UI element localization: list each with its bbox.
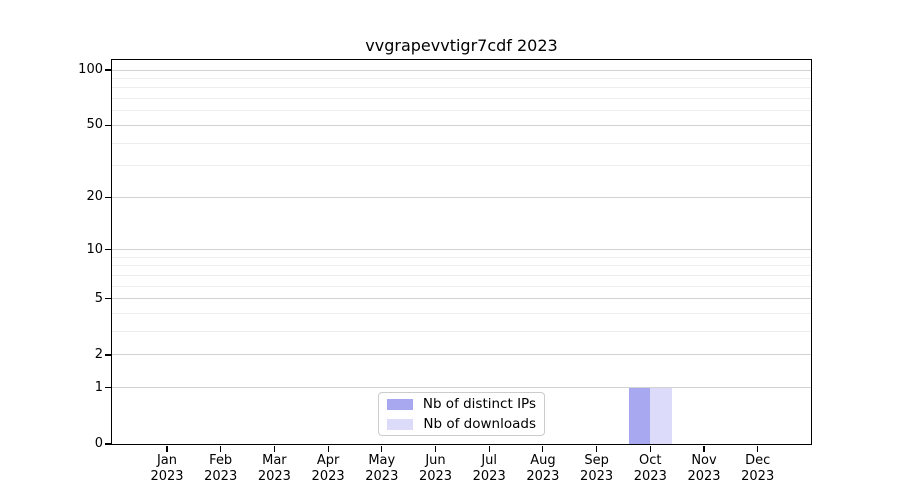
x-tick-year: 2023	[418, 468, 453, 484]
legend-swatch-distinct-ips	[387, 398, 413, 410]
x-tick-month: Mar	[262, 453, 287, 468]
x-tick-year: 2023	[365, 468, 399, 484]
x-tick-year: 2023	[204, 468, 238, 484]
plot-area	[112, 60, 811, 444]
x-tick-label: Aug 2023	[511, 453, 575, 484]
x-tick-mark	[166, 445, 168, 452]
x-tick-year: 2023	[580, 468, 614, 484]
y-gridline-major	[112, 196, 811, 198]
y-gridline-minor	[112, 165, 811, 167]
y-gridline-minor	[112, 313, 811, 315]
legend: Nb of distinct IPs Nb of downloads	[378, 392, 545, 436]
x-tick-label: Dec 2023	[726, 453, 790, 484]
y-gridline-minor	[112, 285, 811, 287]
y-gridline-minor	[112, 274, 811, 276]
y-tick-mark	[105, 387, 112, 389]
x-tick-mark	[649, 445, 651, 452]
x-tick-mark	[596, 445, 598, 452]
y-tick-mark	[105, 443, 112, 445]
x-tick-year: 2023	[526, 468, 560, 484]
y-gridline-major	[112, 354, 811, 356]
x-tick-mark	[327, 445, 329, 452]
y-gridline-minor	[112, 87, 811, 89]
y-gridline-major	[112, 387, 811, 389]
y-gridline-minor	[112, 331, 811, 333]
y-gridline-minor	[112, 265, 811, 267]
x-tick-mark	[542, 445, 544, 452]
x-tick-month: Jun	[425, 453, 446, 468]
x-tick-mark	[434, 445, 437, 452]
x-tick-label: Jun 2023	[404, 453, 468, 484]
x-tick-month: Oct	[639, 453, 662, 468]
bar-nb-of-distinct-ips	[628, 387, 651, 444]
x-tick-year: 2023	[472, 468, 506, 484]
y-gridline-major	[112, 298, 811, 300]
x-tick-month: Sep	[584, 453, 609, 468]
x-tick-year: 2023	[150, 468, 184, 484]
y-gridline-minor	[112, 256, 811, 258]
y-gridline-minor	[112, 77, 811, 79]
x-tick-mark	[703, 445, 705, 452]
x-tick-month: Apr	[316, 453, 340, 468]
x-tick-label: Mar 2023	[242, 453, 306, 484]
x-tick-month: Nov	[691, 453, 717, 468]
x-tick-mark	[273, 445, 275, 452]
legend-item-distinct-ips: Nb of distinct IPs	[387, 396, 536, 412]
y-tick-label: 2	[94, 346, 103, 362]
x-tick-month: Feb	[209, 453, 233, 468]
y-tick-label: 20	[86, 189, 103, 205]
x-tick-month: May	[368, 453, 396, 468]
y-gridline-minor	[112, 110, 811, 112]
x-tick-label: Apr 2023	[296, 453, 360, 484]
x-tick-label: Oct 2023	[618, 453, 682, 484]
y-gridline-minor	[112, 142, 811, 144]
legend-label-distinct-ips: Nb of distinct IPs	[422, 396, 536, 412]
x-tick-label: Jul 2023	[457, 453, 521, 484]
x-tick-mark	[381, 445, 383, 452]
x-tick-month: Dec	[745, 453, 771, 468]
y-gridline-minor	[112, 98, 811, 100]
x-tick-month: Aug	[530, 453, 556, 468]
x-tick-month: Jul	[481, 453, 498, 468]
x-tick-year: 2023	[311, 468, 345, 484]
bar-nb-of-downloads	[650, 387, 672, 444]
x-tick-year: 2023	[257, 468, 291, 484]
x-tick-label: Nov 2023	[672, 453, 736, 484]
x-tick-label: May 2023	[350, 453, 414, 484]
x-tick-label: Jan 2023	[135, 453, 199, 484]
y-tick-label: 50	[86, 117, 103, 133]
y-tick-label: 5	[94, 290, 103, 306]
y-tick-mark	[105, 354, 112, 356]
x-tick-mark	[757, 445, 759, 452]
y-gridline-major	[112, 249, 811, 251]
y-tick-label: 10	[86, 241, 103, 257]
y-tick-label: 1	[94, 379, 103, 395]
chart-title: vvgrapevvtigr7cdf 2023	[365, 36, 558, 55]
x-tick-year: 2023	[633, 468, 667, 484]
y-tick-mark	[105, 249, 112, 251]
x-tick-month: Jan	[156, 453, 178, 468]
y-tick-mark	[105, 298, 112, 300]
y-tick-mark	[105, 196, 112, 198]
x-tick-mark	[220, 445, 222, 452]
x-tick-label: Feb 2023	[189, 453, 253, 484]
x-tick-year: 2023	[687, 468, 721, 484]
y-tick-label: 0	[94, 436, 103, 451]
x-tick-label: Sep 2023	[565, 453, 629, 484]
y-gridline-major	[112, 124, 811, 126]
y-tick-mark	[105, 124, 112, 126]
y-tick-label: 100	[78, 62, 103, 77]
y-tick-mark	[105, 69, 112, 71]
x-tick-mark	[488, 445, 490, 452]
legend-label-downloads: Nb of downloads	[423, 416, 536, 432]
legend-swatch-downloads	[387, 418, 414, 430]
y-gridline-major	[112, 69, 811, 71]
legend-item-downloads: Nb of downloads	[387, 416, 536, 432]
x-tick-year: 2023	[741, 468, 775, 484]
